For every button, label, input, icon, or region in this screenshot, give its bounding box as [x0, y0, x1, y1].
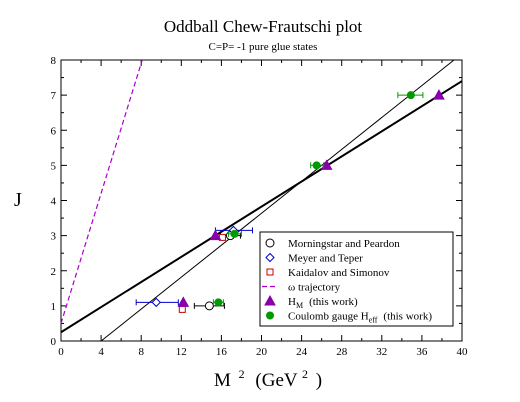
x-axis-label: M 2 (GeV 2 ) — [214, 362, 322, 391]
legend-label: Coulomb gauge Heff (this work) — [288, 311, 432, 325]
data-point — [209, 229, 222, 241]
x-tick-label: 24 — [296, 346, 308, 358]
x-tick-label: 16 — [216, 346, 228, 358]
x-tick-label: 0 — [58, 346, 64, 358]
legend-label-text: Meyer and Teper — [288, 253, 363, 265]
legend-marker — [266, 268, 274, 276]
legend-label-text: Coulomb gauge H — [288, 311, 369, 323]
x-axis-label-units: (GeV — [255, 370, 297, 391]
trend-lines — [60, 59, 463, 342]
legend-label: Morningstar and Peardon — [288, 238, 400, 250]
legend-box — [259, 231, 454, 327]
legend-label: Meyer and Teper — [288, 253, 363, 265]
legend-label-text: Kaidalov and Simonov — [288, 267, 390, 279]
legend-label-text: Morningstar and Peardon — [288, 238, 400, 250]
fit-line — [60, 80, 463, 334]
x-tick-label: 28 — [336, 346, 348, 358]
y-tick-label: 8 — [51, 55, 57, 67]
y-tick-label: 7 — [51, 90, 57, 102]
legend-marker — [265, 238, 275, 248]
legend-entries: Morningstar and Peardon Meyer and Teper Ka… — [262, 238, 432, 325]
omega-trajectory-line — [60, 59, 143, 324]
y-tick-label: 3 — [51, 231, 57, 243]
data-point — [406, 91, 415, 100]
x-tick-label: 12 — [176, 346, 187, 358]
chart-title: Oddball Chew-Frautschi plot — [164, 17, 363, 36]
legend-marker — [264, 294, 276, 306]
x-tick-label: 4 — [98, 346, 104, 358]
data-point — [320, 159, 333, 170]
x-axis-label-symbol: M — [214, 370, 231, 391]
data-marks — [60, 59, 445, 324]
y-tick-label: 0 — [51, 336, 57, 348]
x-tick-label: 20 — [256, 346, 268, 358]
legend-marker — [266, 311, 274, 320]
x-tick-label: 32 — [376, 346, 387, 358]
legend-label-text: ω trajectory — [288, 282, 341, 294]
data-point — [151, 297, 161, 308]
data-point — [433, 89, 445, 100]
chart-subtitle: C=P= -1 pure glue states — [209, 41, 318, 53]
fit-line — [100, 59, 455, 342]
legend-label-subscript: eff — [369, 316, 378, 325]
y-tick-label: 2 — [51, 266, 57, 278]
x-tick-label: 8 — [138, 346, 144, 358]
legend-label: Kaidalov and Simonov — [288, 267, 390, 279]
data-point — [312, 161, 321, 170]
x-tick-label: 36 — [416, 346, 428, 358]
legend-label-text: H — [288, 296, 296, 308]
legend-label: ω trajectory — [288, 282, 341, 294]
data-point — [178, 305, 186, 313]
y-tick-label: 6 — [51, 125, 57, 137]
x-axis-label-units-power: 2 — [302, 367, 308, 381]
y-axis-label: J — [14, 189, 22, 211]
legend: Morningstar and Peardon Meyer and Teper Ka… — [259, 231, 454, 327]
y-tick-label: 5 — [51, 160, 57, 172]
x-axis-label-units-close: ) — [316, 370, 322, 391]
data-point — [230, 229, 239, 238]
legend-marker — [265, 252, 275, 263]
data-point — [204, 301, 214, 311]
data-point — [177, 296, 190, 307]
data-point — [214, 298, 223, 307]
y-tick-label: 1 — [51, 301, 57, 313]
y-tick-label: 4 — [51, 196, 57, 208]
legend-label: HM (this work) — [288, 296, 358, 310]
legend-label-note: (this work) — [309, 296, 358, 308]
x-tick-label: 40 — [457, 346, 469, 358]
legend-label-subscript: M — [296, 301, 303, 310]
x-axis-label-power: 2 — [239, 367, 245, 381]
legend-label-note: (this work) — [383, 311, 432, 323]
